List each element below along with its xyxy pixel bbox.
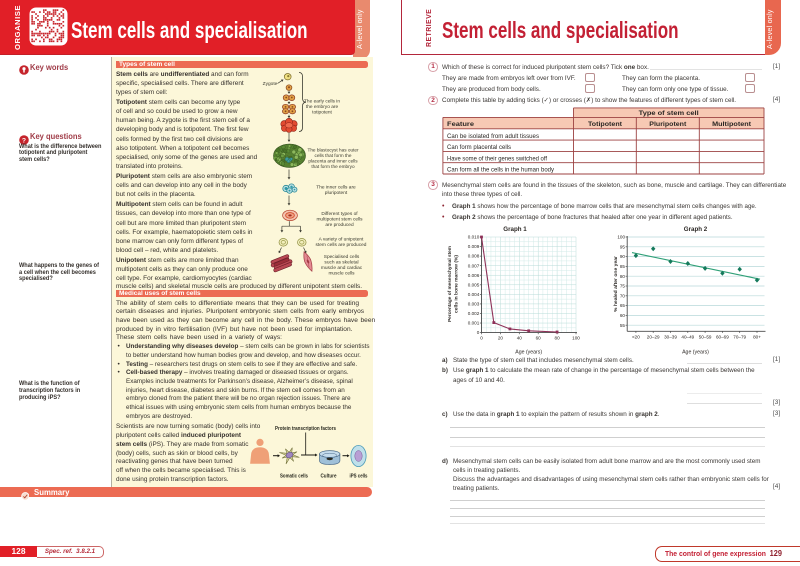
svg-text:Have some of their genes switc: Have some of their genes switched off <box>447 155 547 162</box>
svg-text:Different types of: Different types of <box>321 211 358 217</box>
svg-text:55: 55 <box>620 323 626 328</box>
svg-text:75: 75 <box>620 284 626 289</box>
svg-text:<20: <20 <box>632 334 640 339</box>
svg-text:0.007: 0.007 <box>468 263 480 268</box>
svg-text:Zygote: Zygote <box>263 81 278 87</box>
svg-text:Pluripotent: Pluripotent <box>649 120 686 127</box>
svg-text:iPS cells: iPS cells <box>350 474 368 480</box>
svg-text:0.001: 0.001 <box>468 321 480 326</box>
svg-text:70: 70 <box>620 293 626 298</box>
svg-text:stem cells are produced: stem cells are produced <box>316 242 367 248</box>
svg-text:90: 90 <box>620 254 626 259</box>
svg-text:Feature: Feature <box>447 120 475 127</box>
svg-text:The blastocyst has outer: The blastocyst has outer <box>307 148 359 153</box>
svg-text:0.009: 0.009 <box>468 244 480 249</box>
svg-text:% healed after one year: % healed after one year <box>613 256 618 312</box>
svg-text:70–79: 70–79 <box>733 334 746 339</box>
svg-text:40: 40 <box>517 336 523 341</box>
svg-text:Can be isolated from adult tis: Can be isolated from adult tissues <box>447 132 539 139</box>
svg-text:40–49: 40–49 <box>681 334 694 339</box>
svg-text:Graph 2: Graph 2 <box>684 226 708 233</box>
svg-text:0.004: 0.004 <box>468 292 480 297</box>
svg-text:the embryo are: the embryo are <box>306 104 339 110</box>
svg-text:20: 20 <box>498 336 504 341</box>
svg-text:0.002: 0.002 <box>468 311 480 316</box>
svg-text:Specialised cells: Specialised cells <box>324 254 360 260</box>
svg-text:are produced: are produced <box>325 222 354 228</box>
svg-text:80: 80 <box>620 274 626 279</box>
svg-text:Type of stem cell: Type of stem cell <box>639 110 699 117</box>
svg-text:Graph 1: Graph 1 <box>503 226 527 233</box>
svg-text:Can form all the cells in the: Can form all the cells in the human body <box>447 166 555 173</box>
svg-text:0: 0 <box>477 330 480 335</box>
svg-text:Multipotent: Multipotent <box>712 120 751 127</box>
svg-text:placenta and inner cells: placenta and inner cells <box>308 159 358 164</box>
svg-text:30–39: 30–39 <box>664 334 677 339</box>
svg-text:Somatic cells: Somatic cells <box>280 474 308 480</box>
svg-text:Totipotent: Totipotent <box>588 120 622 127</box>
svg-text:0.005: 0.005 <box>468 282 480 287</box>
svg-text:0.010: 0.010 <box>468 235 480 240</box>
svg-text:100: 100 <box>617 235 625 240</box>
svg-text:that form the embryo: that form the embryo <box>311 164 355 169</box>
svg-text:Age (years): Age (years) <box>682 350 709 356</box>
svg-text:pluripotent: pluripotent <box>325 190 348 196</box>
svg-text:65: 65 <box>620 303 626 308</box>
svg-text:Age (years): Age (years) <box>515 350 542 356</box>
svg-text:?: ? <box>21 137 25 144</box>
svg-text:80: 80 <box>555 336 561 341</box>
svg-text:such as skeletal: such as skeletal <box>324 260 358 266</box>
svg-text:80+: 80+ <box>753 334 761 339</box>
svg-text:The early cells in: The early cells in <box>304 98 340 104</box>
svg-text:muscle cells: muscle cells <box>328 271 355 277</box>
svg-text:60: 60 <box>620 313 626 318</box>
svg-text:20–29: 20–29 <box>647 334 660 339</box>
svg-text:muscle and cardiac: muscle and cardiac <box>321 265 363 271</box>
svg-text:0.008: 0.008 <box>468 254 480 259</box>
svg-text:A variety of unipotent: A variety of unipotent <box>319 237 364 243</box>
svg-text:multipotent stem cells: multipotent stem cells <box>316 216 363 222</box>
svg-text:0: 0 <box>480 336 483 341</box>
svg-text:60: 60 <box>536 336 542 341</box>
svg-text:0.003: 0.003 <box>468 302 480 307</box>
svg-text:Culture: Culture <box>321 474 337 480</box>
svg-text:100: 100 <box>572 336 580 341</box>
svg-text:The inner cells are: The inner cells are <box>316 184 356 190</box>
svg-text:95: 95 <box>620 244 626 249</box>
svg-text:totipotent: totipotent <box>312 109 332 115</box>
svg-text:cells that form the: cells that form the <box>315 153 352 158</box>
svg-text:Protein transcription factors: Protein transcription factors <box>275 426 336 432</box>
svg-text:60–69: 60–69 <box>716 334 729 339</box>
svg-text:Can form placental cells: Can form placental cells <box>447 144 511 151</box>
svg-text:85: 85 <box>620 264 626 269</box>
svg-text:Percentage of mesenchymal stem: Percentage of mesenchymal stem cells in b… <box>447 246 459 322</box>
svg-text:0.006: 0.006 <box>468 273 480 278</box>
svg-text:50–59: 50–59 <box>699 334 712 339</box>
